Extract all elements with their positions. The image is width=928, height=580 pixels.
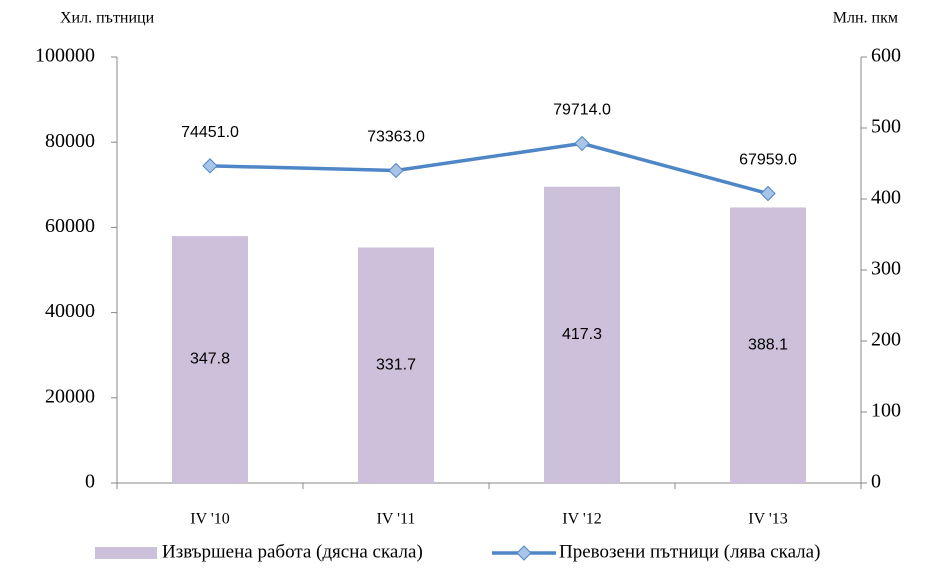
line-value-label: 74451.0 bbox=[181, 124, 239, 141]
legend-swatch bbox=[95, 547, 157, 559]
line-value-label: 73363.0 bbox=[367, 129, 425, 146]
line-marker bbox=[202, 158, 218, 174]
x-tick-label: IV '13 bbox=[748, 511, 787, 528]
y2-tick-label: 300 bbox=[871, 258, 901, 280]
y2-tick-label: 500 bbox=[871, 116, 901, 138]
y-tick-label: 40000 bbox=[45, 300, 95, 322]
y-tick-label: 100000 bbox=[35, 45, 95, 67]
legend-marker bbox=[516, 545, 532, 561]
y2-tick-label: 0 bbox=[871, 471, 881, 493]
y2-axis-title: Млн. пкм bbox=[833, 10, 898, 27]
y2-tick-label: 200 bbox=[871, 329, 901, 351]
y-tick-label: 80000 bbox=[45, 130, 95, 152]
y2-tick-label: 400 bbox=[871, 187, 901, 209]
bar-value-label: 331.7 bbox=[376, 356, 416, 373]
line-marker bbox=[760, 185, 776, 202]
line-value-label: 67959.0 bbox=[739, 152, 797, 169]
line bbox=[209, 141, 769, 196]
line-value-label: 79714.0 bbox=[553, 102, 611, 119]
y-axis-title: Хил. пътници bbox=[60, 10, 155, 27]
bar bbox=[544, 186, 620, 484]
y-tick-label: 20000 bbox=[45, 385, 95, 407]
bar bbox=[358, 247, 434, 483]
x-tick-label: IV '10 bbox=[190, 511, 229, 528]
legend-label: Превозени пътници (лява скала) bbox=[559, 541, 820, 562]
x-tick-label: IV '12 bbox=[562, 511, 601, 528]
bar-value-label: 388.1 bbox=[748, 336, 788, 353]
x-tick-label: IV '11 bbox=[377, 511, 416, 528]
y-tick-label: 0 bbox=[85, 471, 95, 493]
y-tick-label: 60000 bbox=[45, 215, 95, 237]
bar bbox=[172, 236, 248, 483]
y2-tick-label: 100 bbox=[871, 400, 901, 422]
bar bbox=[730, 207, 806, 483]
legend-label: Извършена работа (дясна скала) bbox=[162, 541, 423, 562]
bar-value-label: 417.3 bbox=[562, 326, 602, 343]
bar-value-label: 347.8 bbox=[190, 351, 230, 368]
y2-tick-label: 600 bbox=[871, 45, 901, 67]
line-marker bbox=[388, 162, 404, 179]
line-marker bbox=[574, 135, 590, 152]
